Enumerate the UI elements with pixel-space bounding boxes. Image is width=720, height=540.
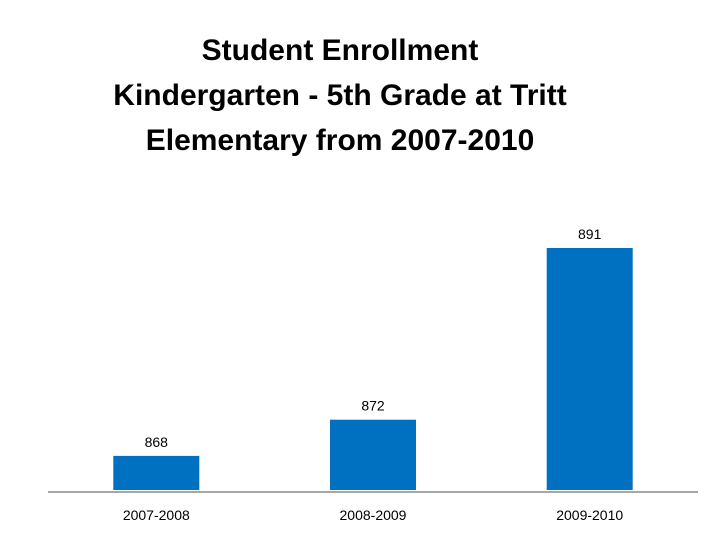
bar-2007-2008 (113, 455, 200, 490)
x-tick-label-2009-2010: 2009-2010 (556, 507, 623, 523)
data-label-2009-2010: 891 (578, 226, 602, 242)
chart-title: Student Enrollment Kindergarten - 5th Gr… (113, 34, 567, 157)
data-label-2007-2008: 868 (145, 434, 169, 450)
bar-2008-2009 (330, 419, 416, 490)
chart-labels: 868 2007-2008 872 2008-2009 891 2009-2010 (123, 226, 624, 523)
chart-bars (113, 248, 633, 490)
x-tick-label-2007-2008: 2007-2008 (123, 507, 190, 523)
bar-2009-2010 (546, 248, 633, 490)
data-label-2008-2009: 872 (361, 398, 385, 414)
x-tick-label-2008-2009: 2008-2009 (340, 507, 407, 523)
